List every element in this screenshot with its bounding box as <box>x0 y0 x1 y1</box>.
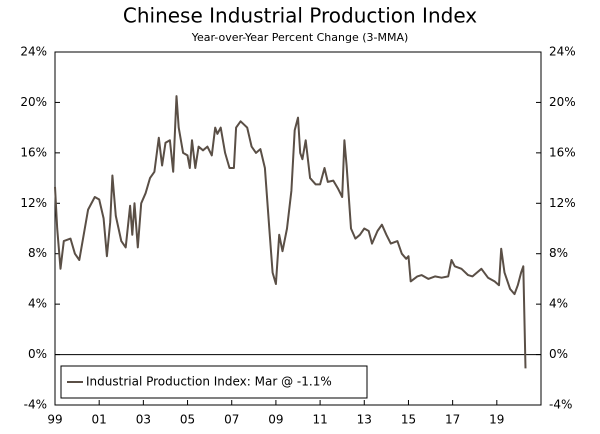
x-tick-label: 09 <box>268 413 283 427</box>
x-tick-label: 01 <box>92 413 107 427</box>
y-tick-label: 4% <box>28 297 47 311</box>
y2-tick-label: 20% <box>549 95 576 109</box>
y2-tick-label: -4% <box>549 398 572 412</box>
x-tick-label: 03 <box>136 413 151 427</box>
x-tick-label: 11 <box>312 413 327 427</box>
x-tick-label: 13 <box>357 413 372 427</box>
x-tick-label: 19 <box>489 413 504 427</box>
data-line <box>54 95 527 369</box>
legend-box <box>60 365 368 399</box>
chart-title: Chinese Industrial Production Index <box>123 4 477 28</box>
y2-tick-label: 8% <box>549 246 568 260</box>
y-tick-label: 16% <box>20 145 47 159</box>
y2-tick-label: 12% <box>549 196 576 210</box>
y-tick-label: 24% <box>20 45 47 59</box>
y-tick-label: -4% <box>24 398 47 412</box>
x-tick-label: 17 <box>445 413 460 427</box>
y-tick-label: 20% <box>20 95 47 109</box>
x-tick-label: 15 <box>401 413 416 427</box>
y-tick-label: 8% <box>28 246 47 260</box>
y2-tick-label: 16% <box>549 145 576 159</box>
y2-tick-label: 4% <box>549 297 568 311</box>
x-tick-label: 99 <box>47 413 62 427</box>
y-tick-label: 12% <box>20 196 47 210</box>
legend-label: Industrial Production Index: Mar @ -1.1% <box>86 375 332 389</box>
y2-tick-label: 24% <box>549 45 576 59</box>
y2-tick-label: 0% <box>549 347 568 361</box>
chart-subtitle: Year-over-Year Percent Change (3-MMA) <box>191 31 409 44</box>
y-tick-label: 0% <box>28 347 47 361</box>
x-tick-label: 05 <box>180 413 195 427</box>
x-tick-label: 07 <box>224 413 239 427</box>
plot-frame <box>54 51 542 406</box>
